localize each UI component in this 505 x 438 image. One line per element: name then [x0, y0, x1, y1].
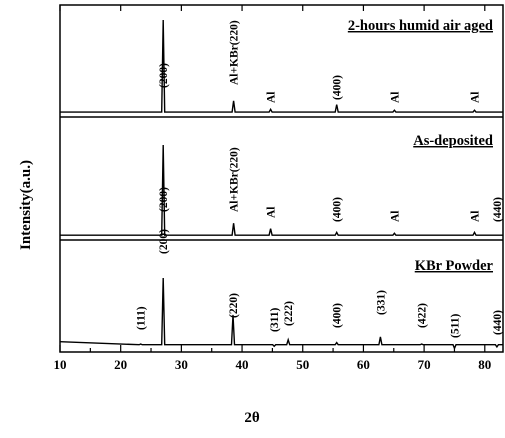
peak-label: (422) — [417, 303, 429, 328]
x-tick-label: 30 — [175, 357, 188, 372]
series-line — [60, 19, 503, 113]
peak-label: Al — [389, 92, 401, 104]
peak-label: (400) — [332, 303, 344, 328]
peak-label: (200) — [158, 187, 170, 212]
peak-label: (311) — [269, 308, 281, 332]
peak-label: (440) — [492, 197, 504, 222]
peak-label: Al — [389, 211, 401, 223]
peak-label: (222) — [283, 301, 295, 326]
x-tick-label: 70 — [418, 357, 431, 372]
x-tick-label: 40 — [236, 357, 249, 372]
x-tick-label: 20 — [114, 357, 127, 372]
peak-label: (111) — [136, 306, 148, 330]
plot-frame — [59, 4, 504, 353]
peak-label: (400) — [332, 197, 344, 222]
peak-label: (440) — [492, 310, 504, 335]
series-line — [60, 144, 503, 236]
peak-label: (200) — [158, 229, 170, 254]
peak-label: (400) — [332, 75, 344, 100]
peak-label: Al+KBr(220) — [229, 20, 241, 85]
series-line — [59, 277, 503, 351]
peak-label: Al — [469, 211, 481, 223]
peak-label: (200) — [158, 63, 170, 88]
peak-label: (511) — [449, 314, 461, 338]
series-title: As-deposited — [413, 133, 493, 149]
chart-frame — [59, 4, 504, 353]
x-tick-label: 80 — [478, 357, 491, 372]
x-tick-label: 10 — [54, 357, 67, 372]
series-title: 2-hours humid air aged — [348, 18, 493, 34]
peak-label: Al — [266, 92, 278, 104]
series-layer — [59, 19, 503, 351]
label-layer: 10 20 30 40 50 60 70 80 (200) Al+KBr(220) Al (400) A… — [54, 18, 504, 372]
series-title: KBr Powder — [415, 258, 494, 274]
x-axis-title: 2θ — [244, 410, 260, 426]
peak-label: Al — [266, 207, 278, 219]
peak-label: (331) — [375, 290, 387, 315]
x-tick-label: 50 — [296, 357, 309, 372]
peak-label: Al — [469, 92, 481, 104]
x-tick-label: 60 — [357, 357, 370, 372]
peak-label: Al+KBr(220) — [229, 147, 241, 212]
peak-label: (220) — [228, 293, 240, 318]
y-axis-title: Intensity(a.u.) — [18, 160, 34, 250]
